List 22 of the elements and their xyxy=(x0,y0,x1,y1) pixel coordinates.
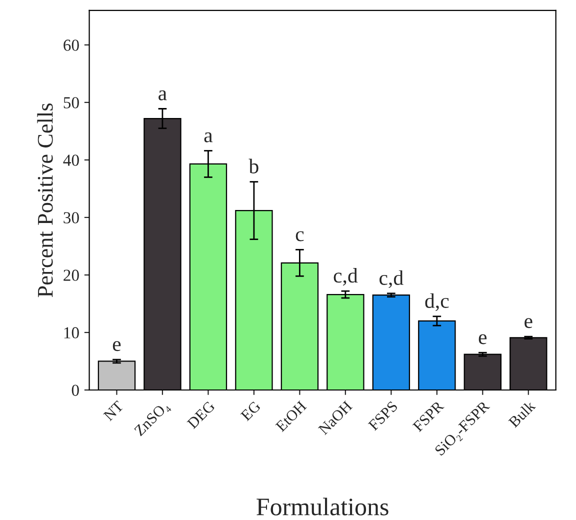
annotation: c,d xyxy=(334,268,358,286)
x-tick-label: NT xyxy=(103,400,124,422)
y-tick-label: 40 xyxy=(63,154,79,166)
annotation: e xyxy=(478,334,487,344)
y-tick-label: 10 xyxy=(64,327,79,338)
annotation: d,c xyxy=(425,293,449,311)
y-tick-label: 30 xyxy=(64,212,79,224)
annotation: a xyxy=(158,90,167,100)
annotation: b xyxy=(248,158,258,174)
y-tick-label: 20 xyxy=(64,270,79,281)
x-tick-label: Bulk xyxy=(508,400,536,428)
annotation: c xyxy=(296,231,304,242)
annotation: e xyxy=(524,318,532,328)
y-tick-label: 50 xyxy=(64,97,79,108)
y-axis-title: Percent Positive Cells xyxy=(37,103,53,298)
annotation: c,d xyxy=(380,270,404,288)
y-tick-label: 0 xyxy=(72,384,79,396)
x-axis-title: Formulations xyxy=(256,498,388,516)
y-tick-label: 60 xyxy=(64,40,79,51)
x-tick-label: EG xyxy=(240,400,262,422)
annotation: a xyxy=(204,132,213,142)
annotation: e xyxy=(112,341,121,352)
